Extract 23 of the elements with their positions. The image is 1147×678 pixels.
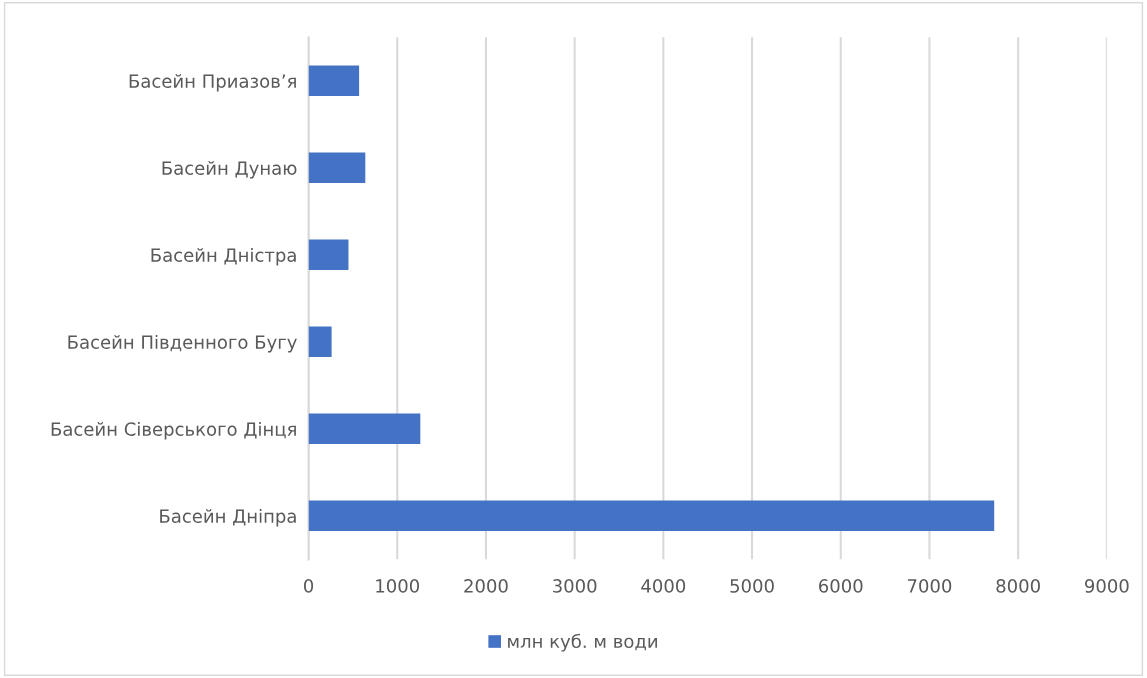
bar bbox=[308, 239, 349, 271]
x-tick-label: 2000 bbox=[464, 579, 508, 593]
y-tick-label: Басейн Дніпра bbox=[160, 508, 296, 527]
x-tick-label: 4000 bbox=[641, 579, 686, 593]
x-tick-label: 6000 bbox=[819, 579, 863, 593]
x-tick-label: 5000 bbox=[730, 579, 774, 593]
x-tick-label: 7000 bbox=[907, 579, 952, 593]
bar bbox=[308, 326, 332, 358]
bar bbox=[308, 65, 360, 97]
x-tick-label: 8000 bbox=[996, 579, 1040, 593]
x-tick-label: 0 bbox=[303, 579, 314, 593]
y-tick-label: Басейн Приазов’я bbox=[129, 74, 296, 92]
y-tick-label: Басейн Дунаю bbox=[162, 161, 297, 179]
bar bbox=[308, 500, 995, 532]
x-tick-label: 3000 bbox=[553, 579, 597, 593]
y-tick-label: Басейн Дністра bbox=[151, 247, 296, 266]
y-tick-label: Басейн Південного Бугу bbox=[68, 334, 297, 353]
bar bbox=[308, 413, 421, 445]
bar bbox=[308, 152, 366, 184]
y-tick-label: Басейн Сіверського Дінця bbox=[51, 421, 296, 440]
x-tick-label: 9000 bbox=[1085, 579, 1129, 593]
x-tick-label: 1000 bbox=[376, 579, 420, 593]
legend-label: млн куб. м води bbox=[508, 633, 657, 652]
